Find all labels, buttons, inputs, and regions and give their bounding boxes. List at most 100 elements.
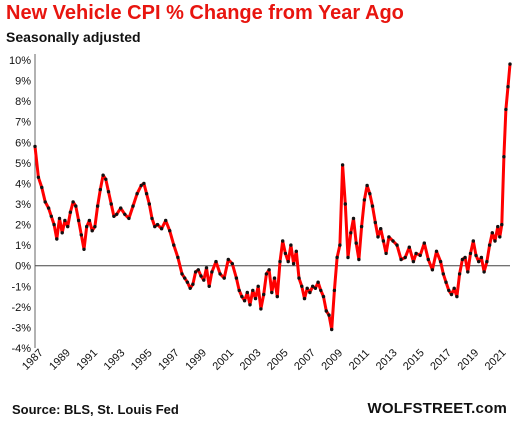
data-point — [49, 214, 53, 218]
data-point — [319, 288, 323, 293]
x-tick-label: 2011 — [347, 347, 372, 372]
y-tick-label: -3% — [11, 322, 31, 334]
data-point — [185, 280, 190, 284]
data-point — [188, 286, 192, 290]
data-point — [485, 259, 489, 264]
data-point — [68, 210, 73, 214]
data-point — [449, 292, 454, 297]
data-point — [112, 214, 116, 218]
y-tick-label: 0% — [15, 261, 31, 273]
series-line — [33, 62, 512, 331]
data-point — [270, 290, 274, 295]
data-point — [214, 259, 218, 264]
data-point — [264, 272, 269, 276]
data-point — [327, 313, 331, 317]
data-point — [349, 231, 353, 235]
x-tick-label: 2019 — [456, 347, 482, 373]
data-point — [36, 175, 41, 179]
data-point — [463, 255, 467, 260]
data-point — [316, 280, 320, 284]
y-tick-label: 10% — [9, 55, 31, 67]
data-point — [82, 247, 86, 251]
data-point — [332, 288, 337, 293]
data-point — [43, 200, 47, 204]
data-point — [411, 259, 416, 264]
data-point — [204, 266, 209, 270]
data-point — [395, 243, 399, 247]
data-point — [330, 327, 334, 332]
data-point — [368, 192, 372, 196]
x-tick-label: 2015 — [401, 347, 427, 373]
chart-title: New Vehicle CPI % Change from Year Ago — [6, 2, 404, 24]
data-point — [139, 183, 143, 188]
data-point — [115, 212, 119, 216]
data-point — [291, 262, 296, 266]
data-point — [308, 290, 312, 295]
data-point — [98, 187, 103, 192]
data-point — [278, 259, 282, 264]
data-point — [313, 286, 318, 290]
data-point — [240, 294, 244, 299]
data-point — [346, 255, 350, 260]
data-point — [471, 239, 475, 243]
data-point — [150, 216, 154, 221]
data-point — [335, 255, 339, 260]
x-tick-label: 2007 — [292, 347, 318, 373]
data-point — [452, 286, 456, 290]
data-point — [66, 224, 70, 229]
data-point — [275, 294, 279, 299]
data-point — [504, 107, 508, 112]
y-tick-label: 9% — [15, 76, 31, 88]
data-point — [351, 216, 356, 221]
data-point — [305, 286, 309, 290]
data-point — [183, 276, 187, 280]
y-tick-label: -1% — [11, 281, 31, 293]
data-point — [373, 220, 377, 225]
data-point — [430, 268, 435, 272]
data-point — [370, 204, 375, 208]
data-point — [447, 288, 451, 293]
data-point — [498, 235, 502, 239]
x-tick-label: 1997 — [156, 347, 182, 373]
data-point — [490, 231, 494, 235]
data-point — [119, 206, 123, 210]
y-tick-label: 2% — [15, 220, 31, 232]
data-point — [109, 202, 113, 206]
data-point — [487, 243, 492, 247]
data-point — [365, 183, 369, 188]
data-point — [40, 185, 44, 190]
data-point — [441, 272, 445, 276]
data-point — [286, 259, 290, 264]
data-point — [403, 255, 407, 260]
data-point — [245, 290, 249, 295]
data-point — [387, 235, 391, 239]
data-point — [87, 218, 92, 223]
x-tick-label: 2017 — [428, 347, 454, 373]
data-point — [297, 276, 301, 280]
data-point — [76, 218, 81, 223]
data-point — [147, 202, 151, 206]
data-point — [422, 241, 426, 245]
data-point — [379, 227, 383, 231]
data-point — [359, 224, 364, 229]
data-point — [340, 163, 345, 167]
data-point — [218, 272, 222, 276]
data-point — [500, 222, 504, 227]
data-point — [362, 198, 367, 202]
data-point — [79, 233, 84, 237]
data-point — [418, 253, 422, 258]
x-tick-label: 2013 — [374, 347, 400, 373]
data-point — [482, 270, 486, 274]
x-tick-label: 2009 — [319, 347, 345, 373]
data-point — [324, 309, 328, 313]
data-point — [502, 155, 506, 159]
data-point — [172, 243, 176, 247]
data-point — [493, 239, 497, 243]
x-tick-label: 2001 — [211, 347, 237, 373]
data-point — [506, 85, 510, 89]
data-point — [302, 296, 307, 301]
data-point — [193, 270, 198, 274]
y-tick-label: 3% — [15, 199, 31, 211]
y-tick-label: 5% — [15, 158, 31, 170]
data-point — [104, 177, 108, 181]
